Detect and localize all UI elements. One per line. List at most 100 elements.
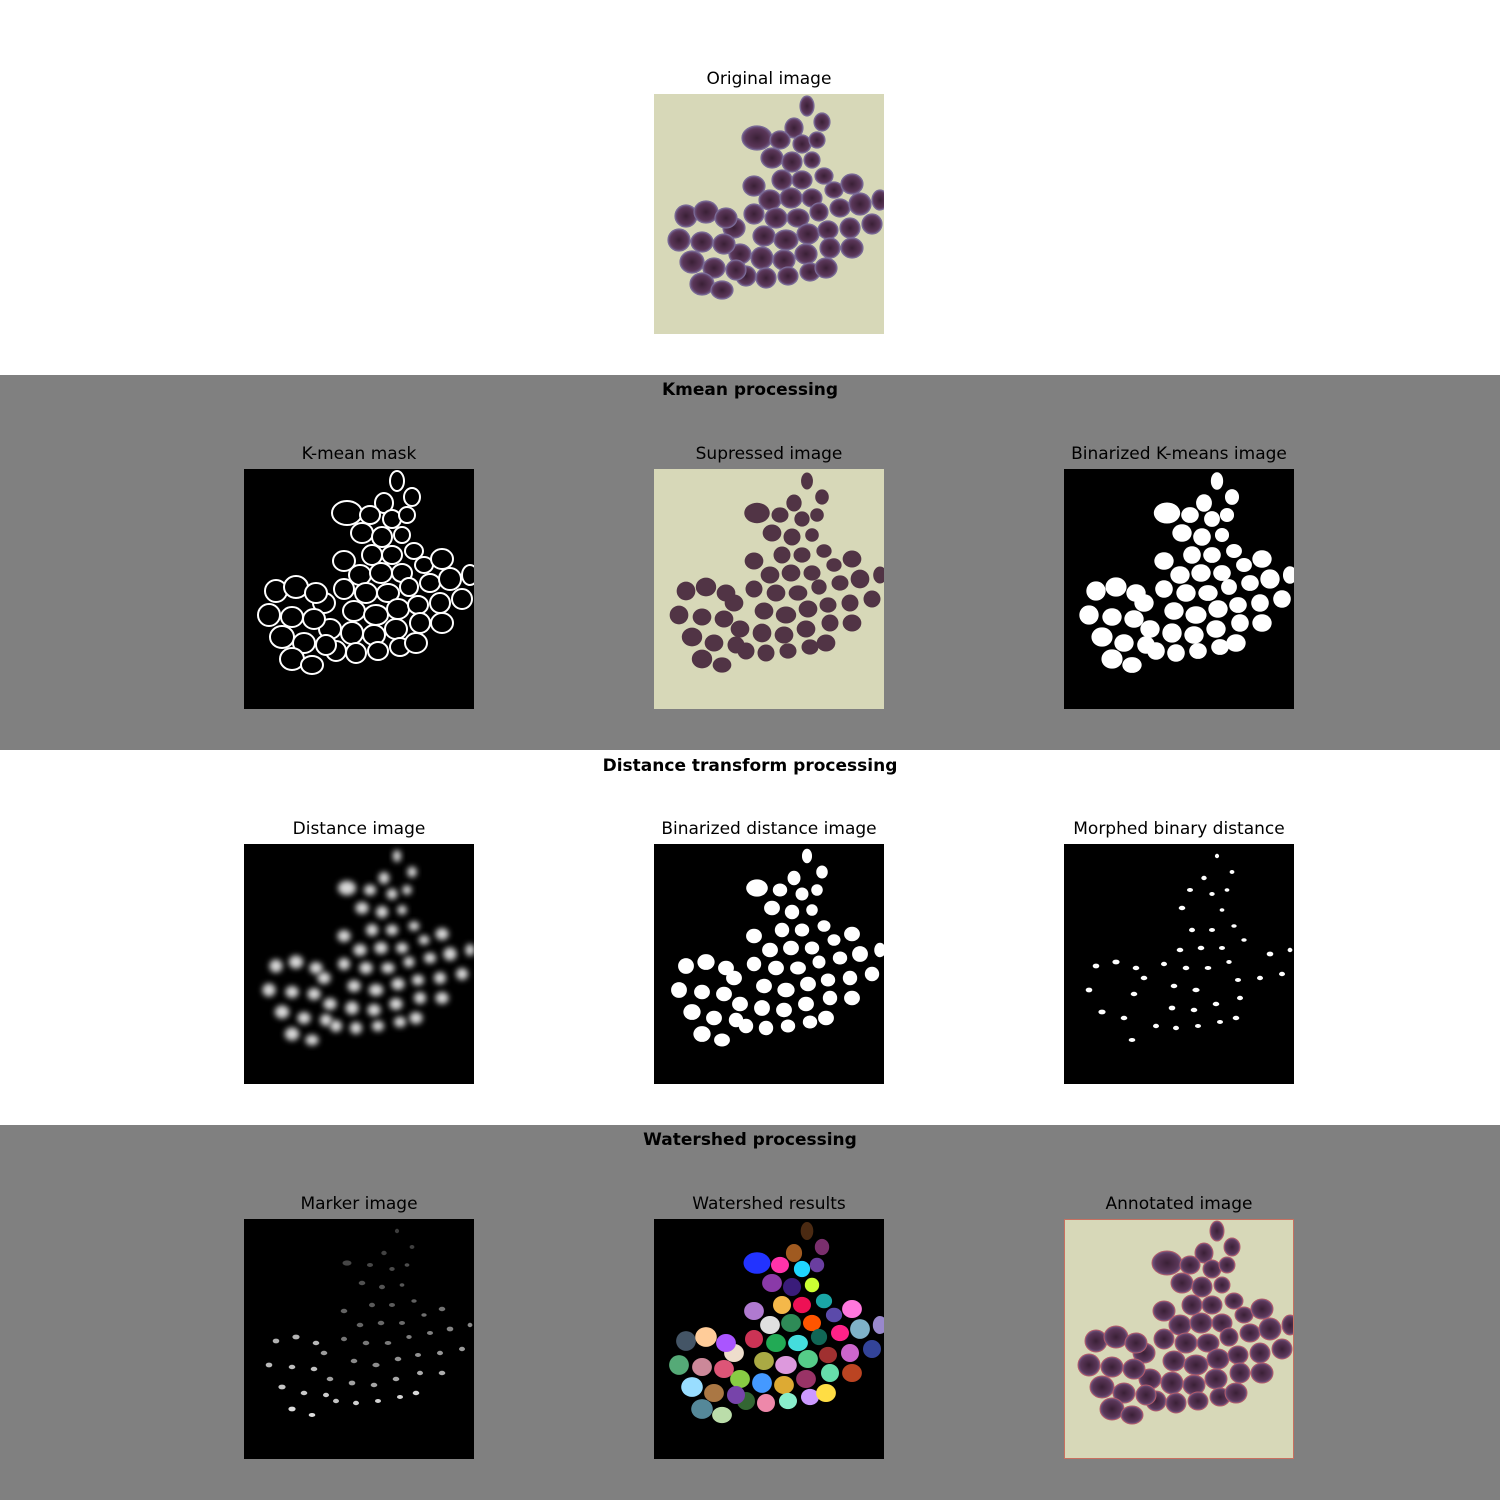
cell-shape [781, 151, 803, 173]
cell-shape [1257, 975, 1263, 981]
cell-shape [802, 1015, 818, 1029]
cell-shape [280, 606, 304, 628]
cell-shape [842, 614, 862, 632]
marker-image-canvas [244, 1219, 474, 1459]
watershed-results-canvas [654, 1219, 884, 1459]
cell-shape [338, 958, 350, 970]
cell-shape [1219, 908, 1225, 912]
cell-shape [1168, 1005, 1176, 1011]
cell-shape [760, 566, 780, 584]
cell-shape [742, 175, 766, 197]
cell-shape [695, 1327, 717, 1347]
cell-shape [424, 952, 436, 964]
cell-shape [438, 1306, 446, 1312]
cell-shape [435, 928, 449, 940]
cell-shape [779, 187, 803, 209]
cell-shape [369, 562, 393, 584]
cell-shape [1103, 1325, 1129, 1349]
cell-shape [394, 1228, 400, 1234]
binarized-distance-canvas [654, 844, 884, 1084]
cell-shape [1140, 620, 1160, 638]
cell-shape [409, 1012, 423, 1024]
cell-shape [341, 1336, 347, 1342]
cell-shape [799, 95, 815, 117]
original-image [654, 94, 884, 334]
binarized-kmeans-canvas [1064, 469, 1294, 709]
cell-shape [671, 982, 687, 998]
cell-shape [815, 489, 829, 505]
cell-shape [320, 1014, 332, 1026]
cell-shape [1251, 594, 1269, 612]
cell-shape [863, 1340, 881, 1358]
cell-shape [1101, 649, 1123, 669]
annotated-image-title: Annotated image [1105, 1194, 1253, 1214]
cell-shape [1183, 1354, 1209, 1376]
cell-shape [419, 573, 441, 593]
cell-shape [1154, 552, 1174, 570]
cell-shape [824, 181, 844, 199]
cell-shape [714, 1033, 730, 1047]
cell-shape [690, 231, 714, 253]
cell-shape [269, 959, 283, 973]
cell-shape [1224, 489, 1240, 505]
cell-shape [1178, 905, 1186, 911]
cell-shape [1092, 963, 1100, 969]
cell-shape [669, 1355, 689, 1375]
cell-shape [780, 1019, 796, 1033]
cell-shape [841, 594, 859, 612]
cell-shape [1189, 643, 1207, 659]
cell-shape [407, 866, 417, 878]
cell-shape [1191, 1276, 1213, 1298]
cell-shape [342, 600, 366, 622]
cell-shape [392, 850, 402, 862]
cell-shape [274, 1005, 290, 1019]
cell-shape [773, 1296, 791, 1314]
marker-image-title: Marker image [300, 1194, 418, 1214]
cell-shape [757, 1394, 775, 1412]
cell-shape [377, 1320, 385, 1326]
cell-shape [697, 954, 715, 970]
cell-shape [350, 1022, 362, 1034]
cell-shape [1229, 870, 1235, 874]
cell-shape [370, 1382, 378, 1388]
cell-shape [320, 1350, 328, 1356]
cell-shape [1219, 1327, 1239, 1347]
cell-shape [389, 470, 405, 492]
cell-shape [762, 1274, 782, 1292]
cell-shape [756, 978, 772, 994]
cell-shape [1209, 892, 1215, 896]
cell-shape [386, 924, 398, 936]
cell-shape [1100, 1356, 1124, 1378]
cell-shape [1239, 1323, 1261, 1343]
cell-shape [1219, 507, 1235, 523]
cell-shape [692, 608, 712, 626]
cell-shape [864, 966, 880, 982]
cell-shape [813, 112, 831, 132]
cell-shape [788, 1334, 808, 1352]
cell-shape [278, 1384, 286, 1390]
cell-shape [408, 921, 420, 931]
cell-shape [1155, 580, 1173, 598]
cell-shape [1084, 1329, 1108, 1353]
cell-shape [1128, 1038, 1136, 1042]
cell-shape [1217, 1020, 1223, 1024]
cell-shape [348, 1380, 356, 1386]
cell-shape [863, 590, 881, 608]
cell-shape [461, 564, 474, 586]
cell-shape [402, 885, 412, 895]
cell-shape [691, 1399, 713, 1419]
cell-shape [704, 634, 724, 652]
cell-shape [288, 1364, 296, 1370]
cell-shape [438, 567, 462, 591]
cell-shape [288, 955, 304, 969]
cell-shape [1191, 564, 1211, 582]
cell-shape [775, 606, 797, 624]
cell-shape [333, 1398, 339, 1404]
cell-shape [694, 984, 710, 1000]
cell-shape [1224, 1292, 1244, 1310]
cell-shape [790, 961, 806, 975]
cell-shape [1224, 888, 1230, 892]
cell-shape [787, 870, 801, 886]
cell-shape [1192, 987, 1200, 993]
cell-shape [356, 1322, 364, 1328]
